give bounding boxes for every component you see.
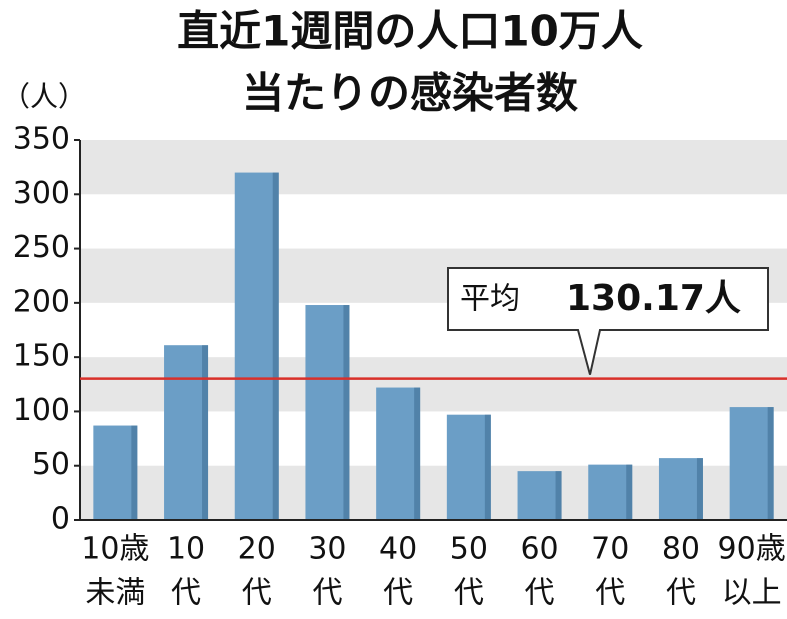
grid-band — [80, 140, 787, 195]
bar-shade — [202, 345, 209, 520]
bar-shade — [767, 407, 774, 520]
y-tick-label: 150 — [13, 339, 70, 374]
bar-shade — [131, 425, 138, 520]
bar-shade — [626, 464, 633, 520]
bar — [658, 458, 703, 520]
x-tick-label: 10 — [167, 532, 205, 567]
bar-group — [588, 464, 633, 520]
x-tick-label: 代 — [242, 576, 272, 611]
bar-group — [164, 345, 209, 520]
x-tick-label: 以上 — [722, 576, 782, 611]
x-tick-label: 代 — [312, 576, 342, 611]
reference-label: 平均 — [460, 282, 520, 317]
bar — [93, 425, 138, 520]
x-tick-label: 20 — [238, 532, 276, 567]
x-tick-label: 代 — [171, 576, 201, 611]
bar-group — [517, 471, 562, 520]
bar-shade — [484, 414, 491, 520]
bar-shade — [414, 387, 421, 520]
bar-shade — [272, 172, 279, 521]
bar — [446, 414, 491, 520]
reference-value-label: 130.17人 — [566, 278, 741, 319]
chart-title: 当たりの感染者数 — [242, 69, 578, 118]
bar-shade — [696, 458, 703, 520]
bar-group — [234, 172, 279, 521]
y-tick-label: 0 — [51, 502, 70, 537]
callout-box — [447, 267, 769, 375]
x-tick-label: 代 — [666, 576, 696, 611]
y-tick-label: 250 — [13, 230, 70, 265]
bar-shade — [343, 305, 350, 520]
y-axis-label: （人） — [2, 80, 86, 113]
x-tick-label: 代 — [454, 576, 484, 611]
y-tick-label: 350 — [13, 122, 70, 157]
x-tick-label: 80 — [662, 532, 700, 567]
bar — [588, 464, 633, 520]
bar-shade — [555, 471, 562, 520]
x-tick-label: 50 — [450, 532, 488, 567]
bar — [517, 471, 562, 520]
x-tick-label: 40 — [379, 532, 417, 567]
bar — [376, 387, 421, 520]
y-tick-label: 100 — [13, 393, 70, 428]
bar — [164, 345, 209, 520]
bar — [729, 407, 774, 520]
y-tick-label: 300 — [13, 176, 70, 211]
x-tick-label: 30 — [308, 532, 346, 567]
bar — [234, 172, 279, 521]
x-tick-label: 90歳 — [718, 532, 786, 567]
bar-group — [658, 458, 703, 520]
x-tick-label: 70 — [591, 532, 629, 567]
y-tick-label: 200 — [13, 284, 70, 319]
x-tick-label: 代 — [383, 576, 413, 611]
bar-group — [93, 425, 138, 520]
bar — [305, 305, 350, 520]
bar-group — [446, 414, 491, 520]
y-tick-label: 50 — [32, 447, 70, 482]
bar-group — [305, 305, 350, 520]
x-tick-label: 未満 — [85, 576, 145, 611]
bar-group — [729, 407, 774, 520]
x-tick-label: 10歳 — [81, 532, 149, 567]
x-tick-label: 代 — [525, 576, 555, 611]
x-tick-label: 60 — [520, 532, 558, 567]
x-tick-label: 代 — [595, 576, 625, 611]
chart-title: 直近1週間の人口10万人 — [177, 7, 643, 56]
bar-group — [376, 387, 421, 520]
